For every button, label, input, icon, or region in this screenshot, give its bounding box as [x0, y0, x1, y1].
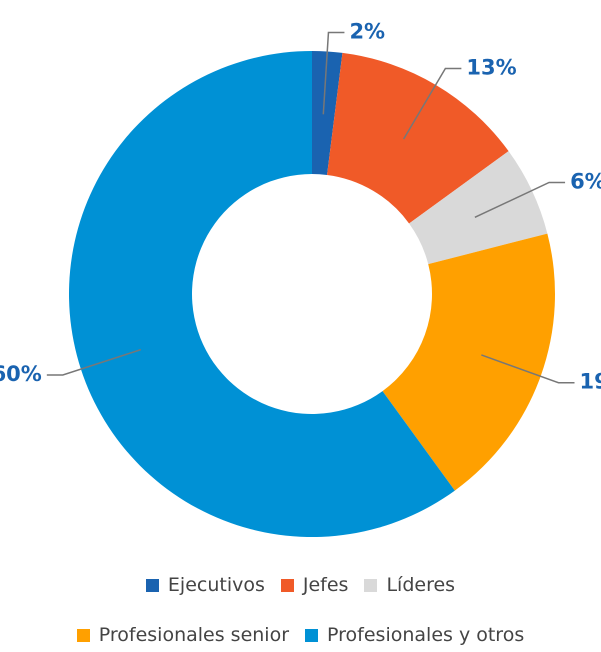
donut-slice: [312, 51, 343, 175]
legend-label: Ejecutivos: [167, 574, 265, 596]
leader-line: [46, 348, 142, 376]
leader-line: [481, 354, 575, 384]
legend-item: Profesionales y otros: [305, 624, 524, 646]
data-label: 60%: [0, 362, 42, 386]
data-label: 2%: [349, 20, 385, 44]
legend-label: Líderes: [386, 574, 456, 596]
chart: 2% 13% 6% 19% 60%: [0, 20, 601, 537]
leader-line: [474, 181, 566, 219]
leader-line: [402, 67, 462, 140]
donut-slice: [68, 51, 455, 537]
legend-item: Líderes: [364, 574, 455, 596]
legend-label: Profesionales senior: [98, 624, 290, 646]
legend-swatch: [280, 578, 294, 592]
legend-label: Jefes: [302, 574, 349, 596]
leader-line: [322, 31, 345, 115]
legend-row: Ejecutivos Jefes Líderes: [0, 574, 601, 596]
legend-swatch: [364, 578, 378, 592]
legend-swatch: [145, 578, 159, 592]
legend-row: Profesionales senior Profesionales y otro…: [0, 624, 601, 646]
data-label: 19%: [580, 370, 601, 394]
legend-item: Jefes: [280, 574, 349, 596]
legend-item: Profesionales senior: [76, 624, 290, 646]
legend-swatch: [305, 628, 319, 642]
legend-item: Ejecutivos: [145, 574, 265, 596]
donut-slice: [382, 233, 555, 491]
data-label: 6%: [570, 169, 601, 193]
legend-swatch: [76, 628, 90, 642]
legend-label: Profesionales y otros: [327, 624, 525, 646]
data-label: 13%: [466, 55, 516, 79]
donut-slice: [327, 52, 509, 224]
donut-slice: [409, 151, 548, 265]
